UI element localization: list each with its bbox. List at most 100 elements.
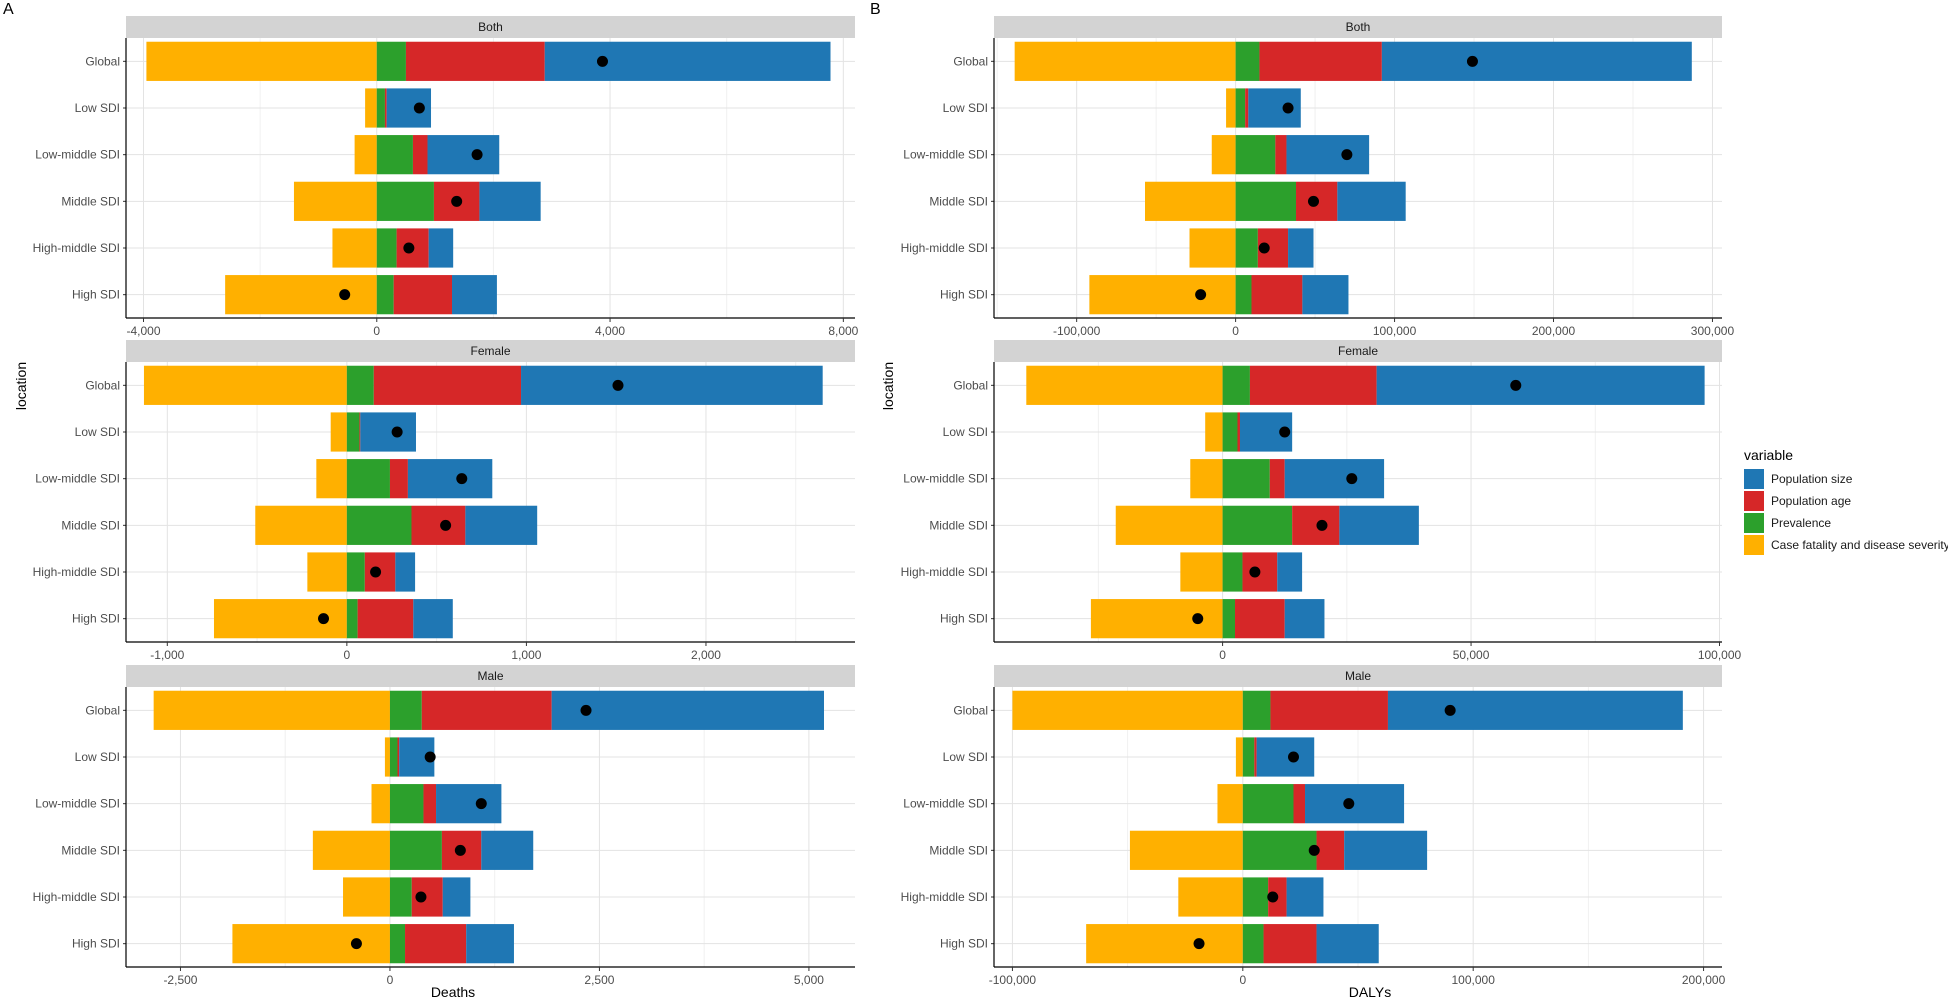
bar-case-fatality-and-disease-severity <box>1189 228 1236 268</box>
y-tick-label: Low-middle SDI <box>903 472 988 486</box>
net-change-point <box>1192 613 1204 625</box>
x-tick-label: 300,000 <box>1691 324 1735 338</box>
bar-prevalence <box>389 830 442 870</box>
bar-prevalence <box>1222 365 1250 405</box>
bar-case-fatality-and-disease-severity <box>146 41 377 81</box>
net-change-point <box>475 798 487 810</box>
bar-population-age <box>1316 830 1345 870</box>
bar-case-fatality-and-disease-severity <box>307 552 347 592</box>
bar-row-low-middle-sdi <box>354 135 500 175</box>
bar-prevalence <box>389 737 398 777</box>
net-change-point <box>1307 195 1319 207</box>
x-tick-label: 4,000 <box>595 324 625 338</box>
facet-strip <box>126 340 855 362</box>
bar-population-size <box>479 181 541 221</box>
bar-case-fatality-and-disease-severity <box>1086 924 1243 964</box>
x-tick-label: 0 <box>1232 324 1239 338</box>
x-tick-label: 0 <box>1239 973 1246 987</box>
x-tick-label: 0 <box>1219 648 1226 662</box>
net-change-point <box>370 566 382 578</box>
bar-case-fatality-and-disease-severity <box>1145 181 1236 221</box>
facet-strip <box>994 340 1722 362</box>
bar-prevalence <box>1242 877 1269 917</box>
net-change-point <box>1510 379 1522 391</box>
legend-label: Population age <box>1771 494 1851 508</box>
y-tick-label: Middle SDI <box>929 843 988 857</box>
x-tick-label: -100,000 <box>989 973 1037 987</box>
bar-row-high-middle-sdi <box>1189 228 1314 268</box>
x-axis-title-deaths: Deaths <box>431 984 475 999</box>
x-tick-label: 50,000 <box>1453 648 1490 662</box>
bar-population-size <box>428 228 454 268</box>
bar-case-fatality-and-disease-severity <box>1226 88 1236 128</box>
bar-row-high-middle-sdi <box>1180 552 1303 592</box>
x-tick-label: 8,000 <box>828 324 858 338</box>
bar-row-high-sdi <box>1086 924 1379 964</box>
bar-row-low-sdi <box>1205 412 1293 452</box>
bar-row-high-middle-sdi <box>307 552 416 592</box>
bar-row-global <box>153 690 824 730</box>
x-tick-label: 200,000 <box>1682 973 1726 987</box>
bar-population-age <box>1269 459 1285 499</box>
net-change-point <box>1343 798 1355 810</box>
bar-row-low-middle-sdi <box>371 784 502 824</box>
bar-population-age <box>1275 135 1287 175</box>
legend-item-case-fatality-and-disease-severity: Case fatality and disease severity <box>1744 535 1948 555</box>
bar-row-high-sdi <box>1089 275 1349 315</box>
bar-population-age <box>423 784 437 824</box>
bar-population-size <box>1337 181 1406 221</box>
bar-prevalence <box>376 41 406 81</box>
bar-case-fatality-and-disease-severity <box>225 275 377 315</box>
bar-population-age <box>421 690 552 730</box>
bar-population-age <box>1263 924 1317 964</box>
bar-population-age <box>1293 784 1306 824</box>
y-tick-label: High SDI <box>72 612 120 626</box>
bar-prevalence <box>1235 135 1276 175</box>
bar-prevalence <box>1242 784 1294 824</box>
bar-prevalence <box>389 924 406 964</box>
net-change-point <box>1279 426 1291 438</box>
facet-dalys-both: Both Global Low SDI Low-middle SDI Middle SD… <box>901 16 1735 338</box>
bar-case-fatality-and-disease-severity <box>371 784 390 824</box>
bar-prevalence <box>1222 412 1238 452</box>
bar-row-middle-sdi <box>293 181 541 221</box>
bar-population-age <box>1237 412 1240 452</box>
net-change-point <box>1341 149 1353 161</box>
y-tick-label: Global <box>85 54 120 68</box>
x-tick-label: 0 <box>373 324 380 338</box>
y-tick-label: Low-middle SDI <box>35 148 120 162</box>
bar-population-size <box>1286 135 1370 175</box>
legend-label: Population size <box>1771 472 1853 486</box>
bar-population-age <box>1235 599 1285 639</box>
facet-dalys-female: Female Global Low SDI Low-middle SDI Middle … <box>901 340 1742 662</box>
net-change-point <box>1346 473 1358 485</box>
y-tick-label: Low SDI <box>75 750 120 764</box>
net-change-point <box>596 55 608 67</box>
bar-case-fatality-and-disease-severity <box>316 459 347 499</box>
y-tick-label: High-middle SDI <box>33 565 120 579</box>
net-change-point <box>350 938 362 950</box>
bar-population-size <box>1284 459 1385 499</box>
x-tick-label: -2,500 <box>163 973 197 987</box>
bar-population-size <box>1288 228 1314 268</box>
y-tick-label: Low SDI <box>943 101 988 115</box>
bar-population-size <box>1256 737 1315 777</box>
bar-population-age <box>357 599 414 639</box>
net-change-point <box>1258 242 1270 254</box>
bar-row-low-middle-sdi <box>1217 784 1405 824</box>
bar-population-age <box>384 88 387 128</box>
legend-title: variable <box>1744 447 1793 463</box>
y-tick-label: Low SDI <box>943 750 988 764</box>
facet-strip <box>126 665 855 687</box>
bar-case-fatality-and-disease-severity <box>1089 275 1236 315</box>
bar-row-high-sdi <box>213 599 453 639</box>
bar-prevalence <box>346 365 374 405</box>
x-axis-title-dalys: DALYs <box>1349 984 1392 999</box>
facets-layer: Both Global Low SDI Low-middle SDI Middle SD… <box>33 16 1742 987</box>
bar-case-fatality-and-disease-severity <box>1178 877 1243 917</box>
bar-prevalence <box>1235 275 1252 315</box>
legend-swatch <box>1744 491 1764 511</box>
facet-deaths-female: Female Global Low SDI Low-middle SDI Middle … <box>33 340 855 662</box>
bar-row-global <box>143 365 823 405</box>
bar-prevalence <box>1222 552 1243 592</box>
